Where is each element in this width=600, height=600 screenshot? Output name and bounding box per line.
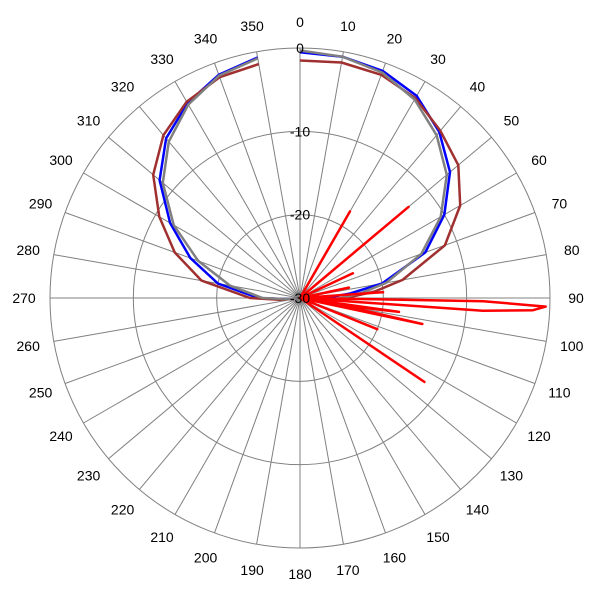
series-layer (151, 49, 547, 384)
angle-tick-label: 110 (548, 384, 571, 400)
angle-tick-label: 100 (560, 338, 584, 354)
grid-spoke (299, 297, 386, 534)
angle-tick-label: 10 (340, 18, 356, 34)
grid-spoke (299, 297, 426, 515)
grid-spoke (256, 297, 301, 545)
angle-tick-label: 170 (336, 562, 360, 578)
angle-tick-label: 140 (466, 501, 490, 517)
grid-spoke (299, 254, 547, 299)
angle-tick-label: 20 (387, 31, 403, 47)
angle-tick-label: 210 (150, 529, 174, 545)
angle-tick-label: 350 (240, 18, 264, 34)
angle-tick-label: 130 (500, 467, 524, 483)
grid-spoke (64, 297, 301, 384)
grid-spoke (299, 297, 344, 545)
polar-grid (49, 47, 551, 549)
angle-tick-label: 190 (240, 562, 264, 578)
grid-spoke (53, 254, 301, 299)
grid-spoke (299, 297, 536, 384)
angle-tick-label: 250 (29, 384, 53, 400)
grid-spoke (108, 297, 301, 460)
angle-tick-label: 320 (111, 79, 135, 95)
angle-tick-label: 290 (29, 196, 53, 212)
angle-tick-label: 280 (17, 242, 41, 258)
grid-spoke (214, 297, 301, 534)
grid-spoke (174, 81, 301, 299)
angle-tick-label: 40 (470, 79, 486, 95)
grid-spoke (299, 297, 462, 490)
angle-tick-label: 80 (564, 242, 580, 258)
radial-tick-label: 0 (296, 40, 304, 56)
angle-tick-label: 340 (194, 31, 218, 47)
angle-tick-label: 330 (150, 51, 174, 67)
radial-tick-labels: 0 -10 -20 -30 (290, 40, 310, 306)
angle-tick-label: 310 (77, 113, 101, 129)
series-line (298, 205, 547, 384)
grid-spoke (299, 297, 517, 424)
angle-tick-label: 90 (568, 290, 584, 306)
grid-spoke (299, 212, 536, 299)
angle-tick-label: 30 (430, 51, 446, 67)
angle-tick-label: 260 (17, 338, 41, 354)
radial-tick-label: -30 (290, 290, 310, 306)
grid-spoke (299, 297, 492, 460)
angle-tick-label: 50 (504, 113, 520, 129)
angle-tick-label: 150 (426, 529, 450, 545)
radial-tick-label: -10 (290, 123, 310, 139)
angle-tick-label: 0 (296, 14, 304, 30)
grid-spoke (214, 62, 301, 299)
grid-spoke (299, 106, 462, 299)
angle-tick-label: 120 (527, 428, 551, 444)
series-line (151, 59, 462, 302)
grid-spoke (83, 297, 301, 424)
radial-tick-label: -20 (290, 207, 310, 223)
grid-spoke (138, 297, 301, 490)
grid-spoke (64, 212, 301, 299)
angle-tick-label: 270 (12, 290, 36, 306)
grid-spoke (299, 51, 344, 299)
angle-tick-label: 230 (77, 467, 101, 483)
grid-spoke (53, 297, 301, 342)
grid-spoke (299, 62, 386, 299)
grid-spoke (299, 172, 517, 299)
angle-tick-label: 200 (194, 549, 218, 565)
angle-tick-label: 70 (552, 196, 568, 212)
angle-tick-label: 60 (531, 152, 547, 168)
grid-spoke (108, 136, 301, 299)
angle-tick-label: 300 (49, 152, 73, 168)
angle-tick-label: 160 (383, 549, 407, 565)
angle-tick-label: 240 (49, 428, 73, 444)
angle-tick-labels: 0 10 20 30 40 50 60 70 80 90 100 110 120 130 140 150 160… (12, 14, 584, 582)
angle-tick-label: 180 (288, 566, 312, 582)
grid-spoke (256, 51, 301, 299)
grid-spoke (83, 172, 301, 299)
angle-tick-label: 220 (111, 501, 135, 517)
grid-spoke (174, 297, 301, 515)
